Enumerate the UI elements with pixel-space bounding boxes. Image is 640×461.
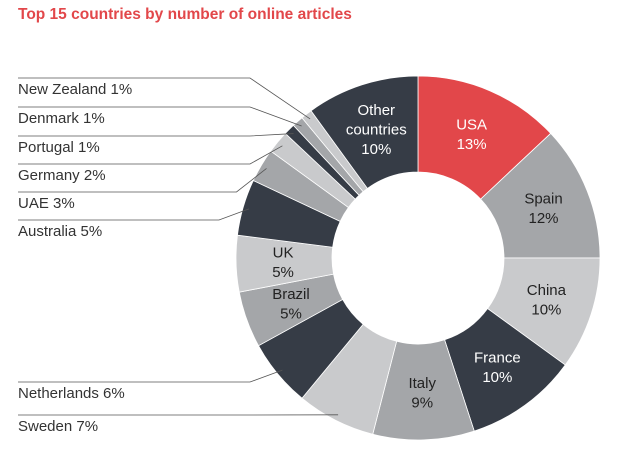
leader-line-uae xyxy=(18,168,267,193)
slice-other-countries xyxy=(310,75,419,189)
callout-label-denmark: Denmark 1% xyxy=(18,110,105,127)
slice-label-brazil: Brazil 5% xyxy=(272,286,310,323)
slice-label-china: China 10% xyxy=(527,282,567,319)
callout-label-portugal: Portugal 1% xyxy=(18,139,100,156)
callout-labels: New Zealand 1% Denmark 1% Portugal 1% Germa… xyxy=(18,77,339,435)
inside-labels: USA 13% Spain 12% China 10%France 10% Italy 9% Br… xyxy=(272,102,566,412)
leader-line-netherlands xyxy=(18,369,283,383)
leader-line-denmark xyxy=(18,106,302,127)
leader-line-australia xyxy=(18,208,250,221)
callout-label-sweden: Sweden 7% xyxy=(18,418,98,435)
slice-label-france: France 10% xyxy=(474,349,521,386)
callout-label-germany: Germany 2% xyxy=(18,167,106,184)
callout-label-uae: UAE 3% xyxy=(18,195,75,212)
chart-title: Top 15 countries by number of online art… xyxy=(18,6,352,23)
slice-label-usa: USA 13% xyxy=(456,116,487,153)
leader-line-germany xyxy=(18,145,283,165)
leader-line-new-zealand xyxy=(18,77,311,120)
slice-label-uk: UK 5% xyxy=(272,244,294,281)
slice-label-spain: Spain 12% xyxy=(524,191,562,228)
callout-label-australia: Australia 5% xyxy=(18,223,102,240)
slice-label-other-countries: Other countries 10% xyxy=(346,102,407,158)
slices xyxy=(235,75,601,441)
slice-label-italy: Italy 9% xyxy=(408,375,436,412)
callout-label-netherlands: Netherlands 6% xyxy=(18,385,125,402)
leader-line-portugal xyxy=(18,133,294,137)
callout-label-new-zealand: New Zealand 1% xyxy=(18,81,132,98)
